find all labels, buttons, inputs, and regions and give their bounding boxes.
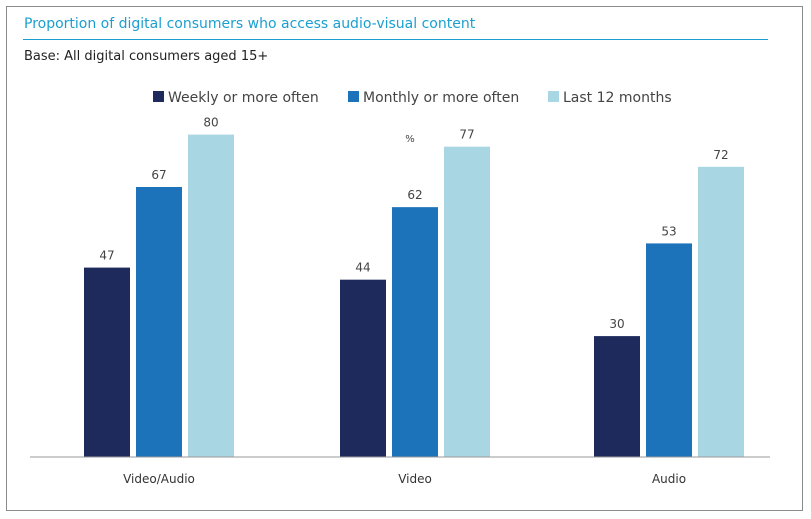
value-label-video-audio-monthly-or-more-often: 67 — [151, 168, 166, 182]
legend-swatch-monthly-or-more-often — [348, 91, 359, 102]
category-label-video-audio: Video/Audio — [123, 472, 195, 486]
legend-swatch-last-12-months — [548, 91, 559, 102]
value-label-audio-monthly-or-more-often: 53 — [661, 224, 676, 238]
title-divider — [23, 39, 768, 40]
value-label-audio-last-12-months: 72 — [713, 148, 728, 162]
legend-label-last-12-months: Last 12 months — [563, 90, 672, 106]
category-label-video: Video — [398, 472, 432, 486]
bar-video-monthly-or-more-often — [392, 207, 438, 457]
bar-video-weekly-or-more-often — [340, 279, 386, 457]
bar-video-audio-weekly-or-more-often — [84, 267, 130, 457]
bar-video-audio-monthly-or-more-often — [136, 186, 182, 458]
unit-label: % — [405, 134, 415, 145]
legend-label-weekly-or-more-often: Weekly or more often — [168, 90, 319, 106]
bar-video-last-12-months — [444, 146, 490, 457]
legend: Weekly or more often Monthly or more ofte… — [153, 90, 672, 106]
value-label-video-last-12-months: 77 — [459, 128, 474, 142]
category-label-audio: Audio — [652, 472, 686, 486]
value-label-video-audio-last-12-months: 80 — [203, 116, 218, 130]
bar-audio-weekly-or-more-often — [594, 336, 640, 457]
value-label-video-audio-weekly-or-more-often: 47 — [99, 249, 114, 263]
value-label-video-monthly-or-more-often: 62 — [407, 188, 422, 202]
legend-label-monthly-or-more-often: Monthly or more often — [363, 90, 519, 106]
bar-audio-monthly-or-more-often — [646, 243, 692, 457]
bar-audio-last-12-months — [698, 166, 744, 457]
chart-title: Proportion of digital consumers who acce… — [24, 16, 476, 32]
bar-video-audio-last-12-months — [188, 134, 234, 457]
value-label-audio-weekly-or-more-often: 30 — [609, 317, 624, 331]
chart-subtitle: Base: All digital consumers aged 15+ — [24, 49, 269, 64]
legend-swatch-weekly-or-more-often — [153, 91, 164, 102]
bars: 47 67 80 Video/Audio 44 62 77 Video 30 53 72 Audio — [84, 116, 744, 486]
value-label-video-weekly-or-more-often: 44 — [355, 261, 370, 275]
